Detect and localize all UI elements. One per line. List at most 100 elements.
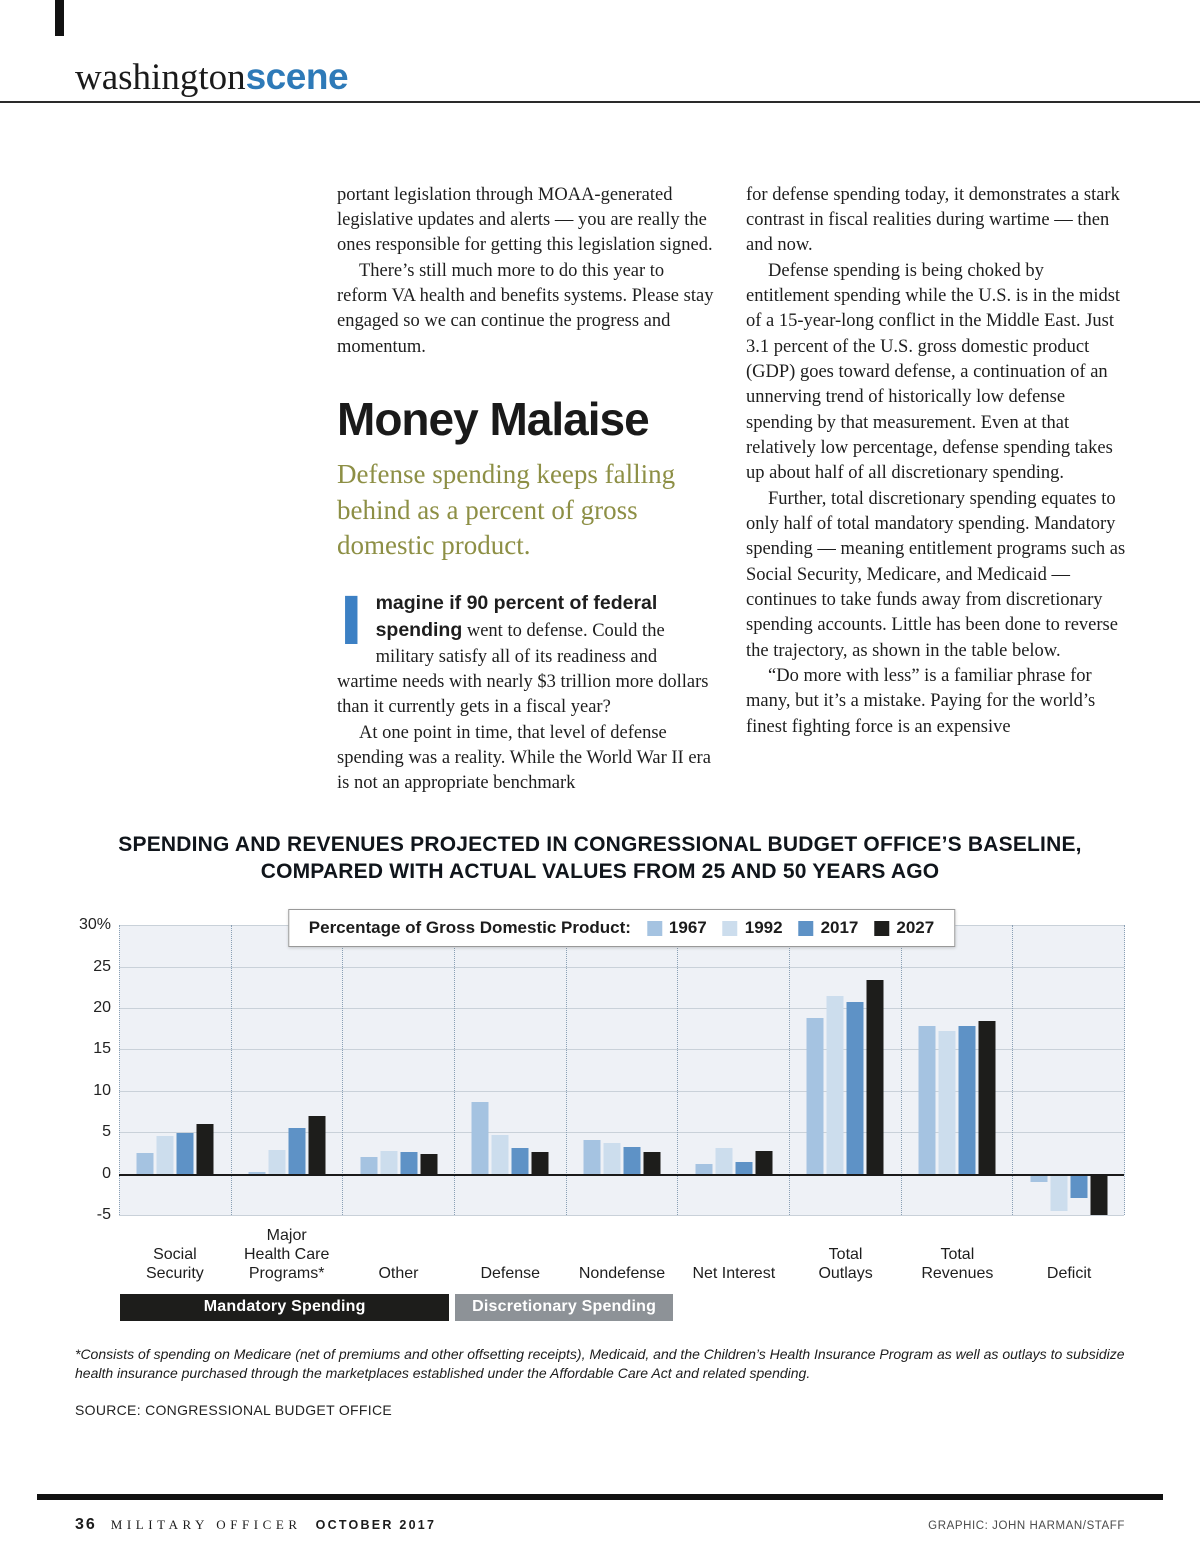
- bar-group: [1030, 925, 1108, 1216]
- y-axis: 30% 25 20 15 10 5 0 -5: [75, 916, 119, 1223]
- magazine-name: MILITARY OFFICER: [110, 1517, 302, 1532]
- y-tick-label: 0: [102, 1164, 111, 1182]
- gridline: [119, 1215, 1124, 1217]
- legend-title: Percentage of Gross Domestic Product:: [308, 918, 631, 938]
- gridline: [119, 1090, 1124, 1092]
- bar-2027: [755, 1151, 773, 1174]
- bar-1992: [380, 1150, 398, 1174]
- brand-scene: scene: [245, 56, 349, 97]
- gridline: [119, 966, 1124, 968]
- category-label: Total Revenues: [921, 1246, 994, 1282]
- legend-item-2017: 2017: [798, 918, 859, 938]
- crop-mark: [55, 0, 64, 36]
- legend-label: 1967: [668, 918, 707, 938]
- legend-label: 2027: [896, 918, 935, 938]
- bar-1967: [248, 1172, 266, 1174]
- page-number: 36: [75, 1516, 97, 1533]
- bar-group: [806, 925, 884, 1215]
- y-tick-label: 10: [93, 1081, 111, 1099]
- bar-1992: [715, 1148, 733, 1174]
- drop-cap: I: [339, 582, 364, 660]
- footer-row: 36 MILITARY OFFICER OCTOBER 2017 GRAPHIC…: [37, 1516, 1163, 1534]
- bar-1967: [1030, 1173, 1048, 1183]
- article-headline: Money Malaise: [337, 392, 650, 445]
- bar-2017: [400, 1152, 418, 1174]
- category-labels: Social Security Major Health Care Programs* O…: [119, 1227, 1125, 1284]
- bar-1992: [268, 1149, 286, 1174]
- bar-2017: [735, 1162, 753, 1174]
- page-header: washingtonscene: [0, 56, 1200, 103]
- paragraph: Defense spending is being choked by enti…: [746, 260, 1121, 484]
- bar-group: [248, 925, 326, 1215]
- chart-plot: Percentage of Gross Domestic Product: 19…: [119, 909, 1125, 1217]
- bar-1992: [826, 995, 844, 1174]
- gridline: [119, 1132, 1124, 1134]
- article-body: portant legislation through MOAA-generat…: [0, 183, 1200, 1418]
- chart-footnote: *Consists of spending on Medicare (net o…: [75, 1345, 1125, 1382]
- bar-1967: [360, 1157, 378, 1174]
- bar-2017: [958, 1026, 976, 1174]
- bar-1967: [918, 1026, 936, 1174]
- paragraph: There’s still much more to do this year …: [337, 260, 714, 357]
- legend-swatch-2017: [798, 920, 814, 936]
- chart-section: SPENDING AND REVENUES PROJECTED IN CONGR…: [75, 831, 1125, 1418]
- bar-1967: [695, 1163, 713, 1174]
- bar-2027: [196, 1124, 214, 1174]
- category-label: Social Security: [145, 1246, 204, 1282]
- chart-title-line2: COMPARED WITH ACTUAL VALUES FROM 25 AND …: [260, 859, 940, 883]
- y-tick-label: 15: [93, 1040, 111, 1058]
- bar-1992: [491, 1134, 509, 1174]
- gridline: [119, 1008, 1124, 1010]
- left-column: portant legislation through MOAA-generat…: [337, 183, 718, 797]
- brand-title: washingtonscene: [75, 56, 1200, 100]
- chart-legend: Percentage of Gross Domestic Product: 19…: [287, 909, 956, 948]
- category-band: [565, 925, 678, 1216]
- category-label: Other: [378, 1264, 419, 1282]
- category-band: [230, 925, 343, 1216]
- bar-2027: [643, 1152, 661, 1174]
- chart-source: SOURCE: CONGRESSIONAL BUDGET OFFICE: [75, 1402, 392, 1418]
- category-label: Deficit: [1046, 1264, 1092, 1282]
- issue-date: OCTOBER 2017: [315, 1518, 437, 1532]
- bar-1992: [938, 1031, 956, 1174]
- y-tick-label: 5: [102, 1123, 111, 1141]
- footer-left: 36 MILITARY OFFICER OCTOBER 2017: [75, 1516, 436, 1534]
- legend-label: 1992: [744, 918, 783, 938]
- lead-bold-text: magine if 90 percent of federal spending: [375, 591, 658, 642]
- bar-1967: [806, 1017, 824, 1174]
- footer-rule: [37, 1494, 1163, 1500]
- paragraph: “Do more with less” is a familiar phrase…: [746, 666, 1096, 737]
- legend-label: 2017: [820, 918, 859, 938]
- legend-swatch-1992: [722, 920, 738, 936]
- bar-group: [471, 925, 549, 1215]
- bar-2027: [866, 979, 884, 1174]
- category-label: Total Outlays: [818, 1246, 873, 1282]
- bar-2027: [308, 1115, 326, 1174]
- lead-rest-text: went to defense. Could the military sati…: [337, 621, 709, 718]
- article-subtitle: Defense spending keeps falling behind as…: [337, 458, 676, 561]
- category-band: [677, 925, 789, 1216]
- category-label: Major Health Care Programs*: [243, 1227, 330, 1282]
- spending-group-bars: Mandatory Spending Discretionary Spending: [119, 1293, 1125, 1321]
- bar-group: [583, 925, 661, 1215]
- bar-group: [695, 925, 773, 1215]
- article-columns: portant legislation through MOAA-generat…: [337, 183, 1127, 797]
- paragraph: for defense spending today, it demonstra…: [746, 184, 1120, 256]
- legend-item-2027: 2027: [874, 918, 934, 938]
- y-tick-label: -5: [96, 1206, 111, 1224]
- chart-body: 30% 25 20 15 10 5 0 -5 Percentage of Gross Dome…: [75, 909, 1125, 1223]
- brand-washington: washington: [75, 57, 246, 98]
- y-tick-label: 25: [93, 957, 111, 975]
- group-band-discretionary-spending: Discretionary Spending: [455, 1293, 673, 1321]
- bar-2017: [1070, 1173, 1088, 1198]
- bar-2017: [511, 1148, 529, 1174]
- y-tick-label: 30%: [78, 916, 111, 934]
- legend-item-1992: 1992: [722, 918, 783, 938]
- gridline: [119, 1049, 1124, 1051]
- bar-2017: [176, 1133, 194, 1174]
- bar-2017: [288, 1128, 306, 1174]
- category-band: [454, 925, 566, 1216]
- bar-1967: [136, 1153, 154, 1174]
